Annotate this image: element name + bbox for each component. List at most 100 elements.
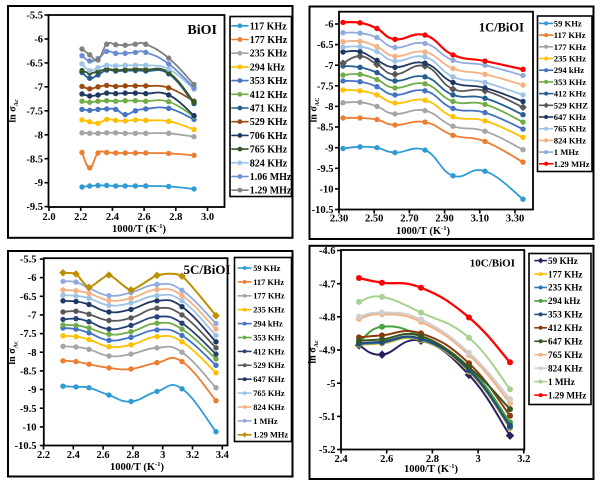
svg-text:177 KHz: 177 KHz (554, 42, 586, 52)
svg-text:1 MHz: 1 MHz (548, 377, 575, 387)
svg-text:10C/BiOI: 10C/BiOI (470, 258, 515, 270)
svg-text:2.4: 2.4 (334, 454, 348, 465)
svg-text:-8: -8 (34, 130, 43, 141)
svg-text:824 KHz: 824 KHz (548, 363, 582, 373)
svg-text:-7: -7 (325, 61, 334, 72)
svg-text:117 KHz: 117 KHz (250, 21, 288, 32)
svg-text:BiOI: BiOI (187, 23, 217, 38)
svg-text:412 KHz: 412 KHz (554, 89, 586, 99)
svg-text:412 KHz: 412 KHz (250, 90, 288, 101)
svg-text:177 KHz: 177 KHz (250, 35, 288, 46)
svg-text:2.6: 2.6 (380, 454, 393, 465)
svg-text:-9.5: -9.5 (20, 404, 37, 415)
svg-text:2.4: 2.4 (106, 212, 120, 223)
svg-text:765 KHz: 765 KHz (554, 124, 586, 134)
svg-text:2.4: 2.4 (67, 450, 81, 461)
svg-text:-10.5: -10.5 (312, 205, 334, 216)
svg-text:1 MHz: 1 MHz (554, 147, 579, 157)
svg-text:412 KHz: 412 KHz (548, 323, 582, 333)
svg-text:-9: -9 (28, 385, 37, 396)
svg-text:-6: -6 (28, 273, 37, 284)
svg-text:59 KHz: 59 KHz (253, 264, 280, 273)
svg-text:-8: -8 (325, 102, 334, 113)
svg-text:177 KHz: 177 KHz (253, 292, 285, 301)
svg-text:-5.1: -5.1 (319, 412, 336, 423)
svg-text:3.2: 3.2 (186, 450, 199, 461)
svg-text:529 KHz: 529 KHz (253, 361, 285, 370)
svg-text:-7: -7 (28, 311, 37, 322)
svg-text:294 kHz: 294 kHz (548, 296, 580, 306)
svg-text:-4.6: -4.6 (319, 246, 336, 257)
svg-text:-8.5: -8.5 (26, 154, 43, 165)
svg-text:353 KHz: 353 KHz (554, 77, 586, 87)
svg-text:765 KHz: 765 KHz (548, 350, 582, 360)
svg-text:353 KHz: 353 KHz (253, 333, 285, 342)
svg-text:2.6: 2.6 (138, 212, 151, 223)
svg-text:529 KHz: 529 KHz (250, 117, 288, 128)
svg-text:117 KHz: 117 KHz (554, 30, 586, 40)
svg-text:353 KHz: 353 KHz (548, 310, 582, 320)
svg-text:3: 3 (475, 454, 480, 465)
svg-text:2.2: 2.2 (74, 212, 87, 223)
svg-text:235 KHz: 235 KHz (554, 54, 586, 64)
svg-text:824 KHz: 824 KHz (554, 135, 586, 145)
svg-text:353 KHz: 353 KHz (250, 76, 288, 87)
svg-text:-10: -10 (23, 423, 37, 434)
svg-text:2.8: 2.8 (169, 212, 182, 223)
svg-text:2.70: 2.70 (400, 214, 418, 225)
svg-text:1.29 MHz: 1.29 MHz (548, 390, 586, 400)
svg-text:-9.5: -9.5 (317, 164, 334, 175)
svg-text:59 KHz: 59 KHz (554, 18, 582, 28)
svg-text:1000/T (K-1): 1000/T (K-1) (404, 463, 458, 475)
svg-text:412 KHz: 412 KHz (253, 347, 285, 356)
svg-text:2.6: 2.6 (97, 450, 110, 461)
svg-text:2.30: 2.30 (330, 214, 348, 225)
svg-text:765 KHz: 765 KHz (250, 145, 288, 156)
svg-text:-8.5: -8.5 (20, 367, 37, 378)
svg-text:1000/T (K-1): 1000/T (K-1) (112, 223, 166, 235)
svg-text:1.29 MHz: 1.29 MHz (253, 431, 288, 440)
svg-text:-4.9: -4.9 (319, 346, 336, 357)
svg-text:3.30: 3.30 (506, 214, 524, 225)
svg-text:471 KHz: 471 KHz (250, 104, 288, 115)
svg-text:-7: -7 (34, 82, 43, 93)
svg-text:2.90: 2.90 (435, 214, 453, 225)
svg-text:647 KHz: 647 KHz (554, 112, 586, 122)
svg-text:-9: -9 (34, 178, 43, 189)
svg-text:-7.5: -7.5 (317, 81, 334, 92)
svg-text:529 KHZ: 529 KHZ (554, 100, 588, 110)
svg-text:235 KHz: 235 KHz (250, 49, 288, 60)
svg-text:-6.5: -6.5 (20, 292, 37, 303)
svg-text:177 KHz: 177 KHz (548, 269, 582, 279)
svg-text:3.10: 3.10 (471, 214, 489, 225)
svg-text:-7.5: -7.5 (20, 329, 37, 340)
svg-text:2.50: 2.50 (365, 214, 383, 225)
svg-text:5C/BiOI: 5C/BiOI (184, 262, 231, 277)
svg-text:1.06 MHz: 1.06 MHz (250, 172, 292, 183)
svg-text:1000/T (K-1): 1000/T (K-1) (396, 225, 450, 237)
svg-text:-8: -8 (28, 348, 37, 359)
svg-text:-6: -6 (34, 35, 43, 46)
svg-text:-6.5: -6.5 (26, 59, 43, 70)
svg-text:-9: -9 (325, 143, 334, 154)
svg-text:59 KHz: 59 KHz (548, 256, 578, 266)
svg-text:1.29 MHz: 1.29 MHz (554, 159, 590, 169)
svg-text:1 MHz: 1 MHz (253, 417, 278, 426)
svg-text:824 KHz: 824 KHz (253, 403, 285, 412)
svg-text:824 KHz: 824 KHz (250, 158, 288, 169)
svg-text:1000/T (K-1): 1000/T (K-1) (110, 461, 164, 473)
svg-text:-10: -10 (320, 185, 334, 196)
svg-text:765 KHz: 765 KHz (253, 389, 285, 398)
svg-text:3.0: 3.0 (201, 212, 214, 223)
svg-text:3.2: 3.2 (517, 454, 530, 465)
svg-text:1C/BiOI: 1C/BiOI (479, 20, 524, 34)
svg-text:2.8: 2.8 (126, 450, 139, 461)
svg-text:647 KHz: 647 KHz (253, 375, 285, 384)
svg-text:294 kHz: 294 kHz (554, 65, 585, 75)
svg-text:235 KHz: 235 KHz (548, 283, 582, 293)
svg-text:-4.7: -4.7 (319, 279, 336, 290)
svg-text:2.8: 2.8 (426, 454, 439, 465)
svg-text:-4.8: -4.8 (319, 312, 336, 323)
svg-text:-6: -6 (325, 20, 334, 31)
svg-text:1.29 MHz: 1.29 MHz (250, 186, 292, 197)
